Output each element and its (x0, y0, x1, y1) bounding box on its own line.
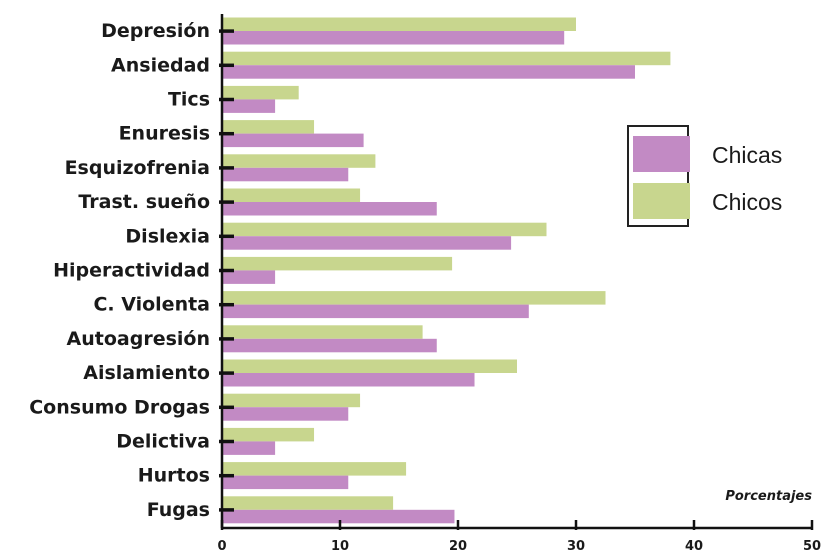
category-labels: Depresión Ansiedad Tics Enuresis Esquizofren… (29, 20, 210, 521)
bar-chicos-consumo-drogas (222, 393, 361, 408)
category-label-delictiva: Delictiva (116, 431, 210, 453)
category-label-autoagresion: Autoagresión (67, 328, 210, 350)
x-tick-label-40: 40 (685, 539, 703, 554)
x-axis-label: Porcentajes (725, 489, 812, 504)
bar-chicas-hiperactividad (222, 270, 276, 284)
x-tick-label-30: 30 (567, 539, 585, 554)
x-tick-label-50: 50 (803, 539, 821, 554)
category-label-trast-sueno: Trast. sueño (78, 191, 210, 213)
bar-chicos-hurtos (222, 462, 407, 476)
bar-chicos-depresion (222, 17, 576, 31)
legend: Chicas Chicos (627, 125, 782, 227)
x-ticks: 0 10 20 30 40 50 (217, 520, 821, 554)
legend-frame (627, 125, 689, 227)
category-label-esquizofrenia: Esquizofrenia (65, 157, 210, 179)
bar-chicos-dislexia (222, 222, 547, 237)
category-label-consumo-drogas: Consumo Drogas (29, 396, 210, 418)
legend-swatch-chicos (633, 183, 690, 219)
bar-chicas-depresion (222, 31, 565, 45)
bar-chicas-aislamiento (222, 373, 475, 387)
category-label-hiperactividad: Hiperactividad (53, 260, 210, 282)
category-label-hurtos: Hurtos (138, 465, 210, 487)
x-tick-label-0: 0 (217, 539, 226, 554)
legend-label-chicos: Chicos (712, 189, 782, 215)
category-label-enuresis: Enuresis (119, 123, 210, 145)
bar-chicas-fugas (222, 509, 455, 524)
bar-chicas-consumo-drogas (222, 407, 349, 421)
category-label-depresion: Depresión (101, 20, 210, 42)
bar-chicos-fugas (222, 496, 394, 510)
bar-chicos-tics (222, 85, 299, 100)
bar-chicas-delictiva (222, 441, 276, 455)
bar-chicas-enuresis (222, 133, 364, 148)
bars-group (222, 17, 671, 524)
category-label-dislexia: Dislexia (125, 225, 210, 247)
category-label-aislamiento: Aislamiento (83, 362, 210, 384)
bar-chicos-esquizofrenia (222, 154, 376, 168)
bar-chicas-tics (222, 99, 276, 113)
legend-swatch-chicas (633, 136, 690, 172)
bar-chicos-aislamiento (222, 359, 517, 373)
bar-chicas-autoagresion (222, 338, 437, 353)
bar-chicos-autoagresion (222, 325, 423, 339)
bar-chicas-esquizofrenia (222, 167, 349, 182)
bar-chicas-c-violenta (222, 304, 529, 319)
x-tick-label-10: 10 (331, 539, 349, 554)
category-label-ansiedad: Ansiedad (111, 54, 210, 76)
bar-chicas-trast-sueno (222, 202, 437, 216)
bar-chicos-enuresis (222, 120, 315, 134)
category-label-tics: Tics (168, 89, 210, 111)
legend-label-chicas: Chicas (712, 142, 782, 168)
bar-chicas-ansiedad (222, 65, 635, 79)
bar-chicos-trast-sueno (222, 188, 361, 202)
bar-chicos-ansiedad (222, 51, 671, 66)
bar-chicos-hiperactividad (222, 256, 453, 271)
bar-chicos-delictiva (222, 427, 315, 442)
bar-chicas-hurtos (222, 475, 349, 490)
bar-chicos-c-violenta (222, 291, 606, 305)
bar-chicas-dislexia (222, 236, 512, 250)
category-label-c-violenta: C. Violenta (93, 294, 210, 316)
x-tick-label-20: 20 (449, 539, 467, 554)
category-label-fugas: Fugas (147, 499, 210, 521)
